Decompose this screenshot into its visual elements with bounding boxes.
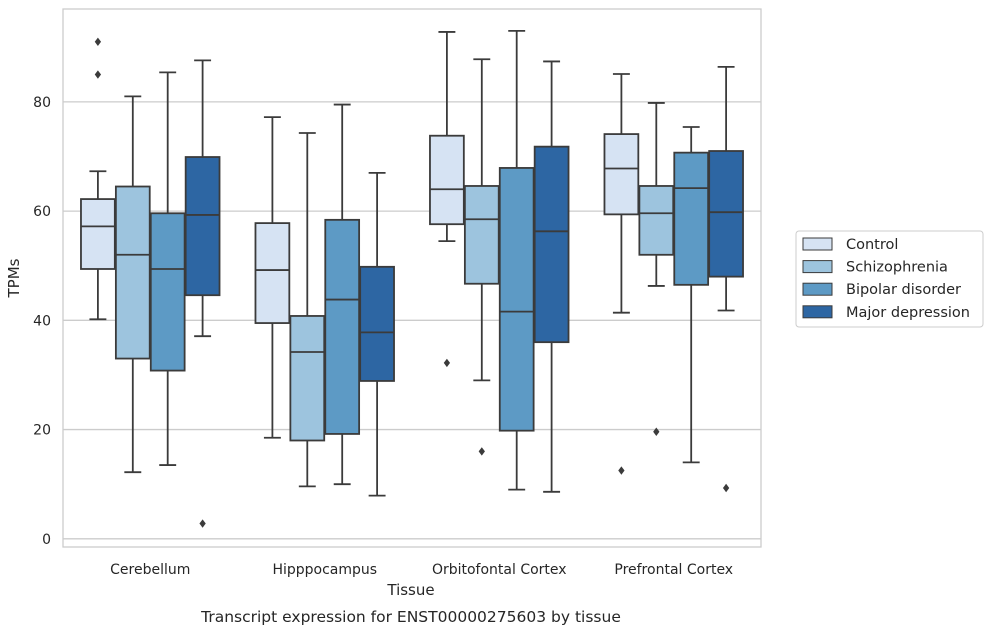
box-1-1: [289, 132, 326, 488]
box-3-3: [708, 65, 744, 493]
box-3-2: [533, 60, 570, 493]
outlier-point: [722, 483, 730, 493]
iqr-box: [708, 150, 744, 278]
box-1-3: [638, 102, 675, 436]
outlier-point: [618, 466, 625, 475]
iqr-box: [498, 167, 535, 432]
iqr-box: [463, 185, 500, 285]
legend-swatch: [802, 237, 833, 251]
iqr-box: [184, 156, 221, 297]
x-tick-label: Hipppocampus: [272, 562, 377, 578]
legend-swatch: [802, 282, 833, 296]
outlier-point: [443, 358, 451, 368]
box-0-1: [254, 116, 291, 439]
legend: Control Schizophrenia Bipolar disorder Majo…: [795, 230, 984, 328]
iqr-box: [638, 185, 675, 256]
iqr-box: [603, 133, 640, 216]
box-2-0: [149, 71, 186, 466]
legend-swatch: [802, 305, 833, 319]
box-3-1: [359, 171, 395, 497]
chart-caption: Transcript expression for ENST0000027560…: [200, 608, 621, 626]
box-1-0: [114, 95, 151, 474]
iqr-box: [359, 265, 395, 382]
outlier-point: [94, 37, 102, 46]
y-tick-labels: 0 20 40 60 80: [33, 95, 51, 548]
y-tick-label: 20: [33, 423, 51, 439]
legend-label: Bipolar disorder: [846, 282, 961, 298]
x-tick-label: Prefrontal Cortex: [614, 562, 733, 578]
box-2-3: [673, 126, 710, 464]
legend-label: Control: [846, 237, 898, 253]
outlier-point: [199, 519, 206, 528]
y-axis-label: TPMs: [5, 258, 23, 298]
y-tick-label: 80: [33, 95, 51, 111]
legend-label: Major depression: [846, 305, 970, 321]
iqr-box: [149, 212, 186, 372]
box-0-3: [603, 73, 640, 475]
outlier-point: [478, 447, 485, 456]
y-tick-label: 60: [33, 204, 51, 220]
y-tick-label: 0: [42, 532, 51, 548]
x-tick-label: Cerebellum: [110, 562, 190, 578]
box-2-2: [498, 29, 535, 491]
x-axis-label: Tissue: [386, 581, 434, 599]
boxes: [80, 29, 744, 528]
box-0-0: [80, 37, 116, 321]
iqr-box: [289, 315, 326, 442]
y-tick-label: 40: [33, 313, 51, 329]
outlier-point: [653, 427, 660, 436]
iqr-box: [673, 151, 710, 286]
x-tick-label: Orbitofontal Cortex: [432, 562, 567, 578]
legend-frame: [795, 230, 984, 328]
legend-label: Schizophrenia: [846, 260, 948, 276]
iqr-box: [114, 185, 151, 360]
iqr-box: [80, 198, 116, 270]
x-tick-labels: Cerebellum Hipppocampus Orbitofontal Corte…: [110, 562, 733, 578]
iqr-box: [533, 145, 570, 344]
box-1-2: [463, 58, 500, 456]
legend-swatch: [802, 260, 833, 274]
iqr-box: [254, 222, 291, 324]
box-0-2: [429, 31, 465, 368]
box-2-1: [324, 103, 361, 486]
box-3-0: [184, 59, 221, 528]
iqr-box: [429, 134, 465, 226]
iqr-box: [324, 218, 361, 435]
outlier-point: [94, 70, 102, 79]
